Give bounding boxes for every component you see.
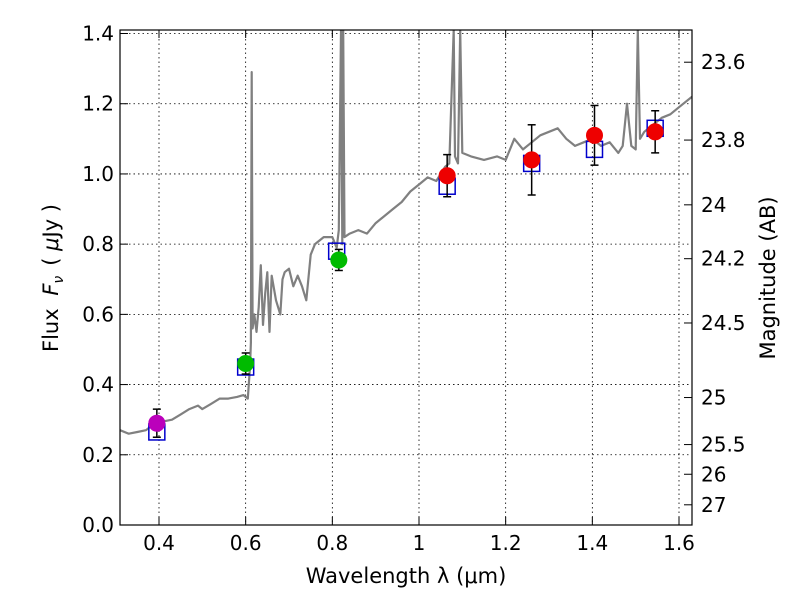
- x-tick-label: 1.4: [576, 531, 608, 555]
- model-spectrum: [120, 30, 692, 435]
- right-tick-label: 24.2: [701, 247, 746, 271]
- right-axis-title: Magnitude (AB): [756, 196, 780, 359]
- obs-point: [586, 126, 603, 144]
- x-tick-label: 0.8: [316, 531, 348, 555]
- x-axis-title: Wavelength λ (μm): [306, 564, 507, 588]
- x-tick-label: 1.2: [490, 531, 522, 555]
- obs-point: [330, 251, 348, 269]
- obs-point: [237, 355, 255, 373]
- svg-text:Flux Fν( μJy ): Flux Fν( μJy ): [39, 204, 67, 352]
- y-tick-label: 1.2: [82, 92, 114, 116]
- x-tick-label: 1: [413, 531, 426, 555]
- y-tick-label: 1.0: [82, 162, 114, 186]
- right-tick-label: 27: [701, 493, 726, 517]
- obs-point: [148, 414, 166, 432]
- x-tick-label: 0.4: [143, 531, 175, 555]
- x-tick-label: 0.6: [230, 531, 262, 555]
- plot-background: [120, 30, 692, 525]
- obs-point: [523, 151, 541, 169]
- y-axis-ticks: 0.0 0.2 0.4 0.6 0.8 1.0 1.2 1.4: [82, 22, 128, 537]
- right-tick-label: 25: [701, 386, 726, 410]
- observed-photometry: [148, 104, 664, 438]
- x-tick-label: 1.6: [663, 531, 695, 555]
- y-tick-label: 0.4: [82, 373, 114, 397]
- right-tick-label: 23.6: [701, 50, 746, 74]
- right-tick-label: 25.5: [701, 433, 746, 457]
- obs-point: [646, 123, 664, 141]
- right-tick-label: 26: [701, 462, 726, 486]
- y-tick-label: 0.0: [82, 513, 114, 537]
- y-tick-label: 0.6: [82, 302, 114, 326]
- obs-point: [438, 167, 456, 185]
- plot-frame: [119, 29, 693, 526]
- right-tick-label: 23.8: [701, 128, 746, 152]
- right-tick-label: 24: [701, 193, 726, 217]
- right-axis-ticks: 23.6 23.8 24 24.2 24.5 25 25.5 26 27: [684, 50, 746, 517]
- right-tick-label: 24.5: [701, 311, 746, 335]
- y-tick-label: 1.4: [82, 22, 114, 46]
- x-axis-ticks: 0.4 0.6 0.8 1 1.2 1.4 1.6: [143, 30, 695, 555]
- y-tick-label: 0.8: [82, 232, 114, 256]
- y-axis-title: Flux Fν( μJy ): [39, 204, 67, 352]
- y-tick-label: 0.2: [82, 443, 114, 467]
- grid: [120, 30, 692, 526]
- spectrum-line: [120, 30, 692, 435]
